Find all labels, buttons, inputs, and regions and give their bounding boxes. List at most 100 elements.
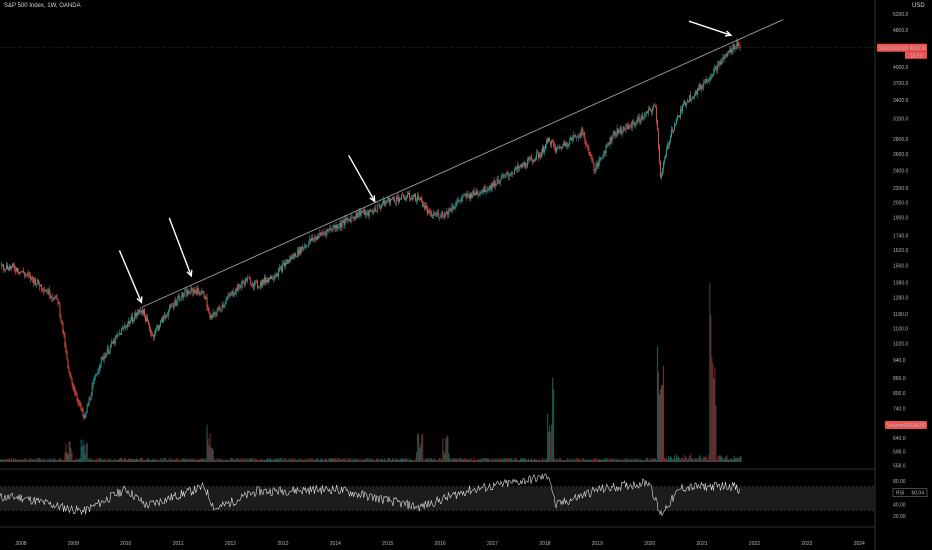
candle-body <box>714 66 716 70</box>
candle-body <box>233 294 235 296</box>
candle-body <box>504 174 506 176</box>
candle-body <box>88 398 90 405</box>
candle-body <box>722 57 724 62</box>
candle-body <box>447 210 449 215</box>
volume-bar <box>429 458 431 462</box>
volume-bar <box>665 457 667 462</box>
candle-body <box>670 136 671 142</box>
volume-bar <box>116 459 118 462</box>
candle-body <box>587 145 589 148</box>
volume-bar <box>388 457 390 462</box>
candle-body <box>350 217 352 222</box>
volume-bar <box>361 459 363 462</box>
candle-body <box>709 77 711 81</box>
candle-body <box>535 159 536 161</box>
volume-bar <box>65 443 67 462</box>
candle-body <box>509 175 511 176</box>
volume-bar <box>706 458 708 462</box>
volume-bar <box>76 458 78 462</box>
candle-body <box>427 208 429 214</box>
candle-body <box>631 120 633 129</box>
candle-body <box>627 125 629 129</box>
volume-bar <box>607 459 609 462</box>
volume-bar <box>22 459 24 462</box>
candle-body <box>581 128 583 136</box>
volume-bar <box>507 458 509 462</box>
candle-body <box>579 133 581 138</box>
volume-bar <box>164 458 166 462</box>
candle-body <box>692 96 694 100</box>
candle-body <box>689 95 691 102</box>
candle-body <box>437 212 439 214</box>
candle-body <box>290 257 292 260</box>
volume-bar <box>5 459 7 462</box>
candle-body <box>600 157 602 160</box>
candle-body <box>640 114 642 122</box>
candle-body <box>523 162 525 166</box>
volume-bar <box>229 458 231 462</box>
volume-bar <box>340 459 342 462</box>
candle-body <box>77 399 79 403</box>
candle-body <box>303 247 305 249</box>
candle-body <box>225 299 227 304</box>
volume-bar <box>154 458 156 462</box>
candle-body <box>431 212 433 217</box>
candle-body <box>481 190 483 192</box>
candle-body <box>164 315 166 317</box>
volume-bar <box>129 458 131 462</box>
volume-bar <box>207 438 209 462</box>
volume-bar <box>213 458 215 462</box>
volume-bar <box>539 459 541 462</box>
candle-body <box>174 300 176 307</box>
candle-body <box>558 147 560 148</box>
candle-body <box>407 194 408 198</box>
candle-body <box>43 289 45 292</box>
candle-body <box>152 334 154 336</box>
volume-bar <box>94 460 96 462</box>
volume-bar <box>365 459 367 462</box>
candle-body <box>338 226 340 228</box>
candle-body <box>432 215 434 217</box>
candle-body <box>277 274 278 277</box>
candle-body <box>726 54 728 56</box>
candle-body <box>453 207 455 209</box>
volume-bar <box>418 434 420 462</box>
x-tick-label: 2020 <box>644 541 655 547</box>
candle-body <box>107 348 109 354</box>
volume-bar <box>130 458 132 462</box>
volume-bar <box>682 458 684 462</box>
candle-body <box>546 140 548 145</box>
candle-body <box>145 315 146 322</box>
volume-bar <box>636 459 638 462</box>
volume-bar <box>90 457 92 462</box>
volume-bar <box>8 458 10 462</box>
volume-bar <box>203 460 205 462</box>
candle-body <box>706 79 708 82</box>
volume-bar <box>253 457 255 462</box>
candle-body <box>698 88 700 91</box>
candle-body <box>146 317 148 322</box>
volume-bar <box>215 459 217 462</box>
volume-bar <box>344 460 346 462</box>
candle-body <box>425 205 427 209</box>
candle-body <box>601 157 603 159</box>
volume-bar <box>616 459 618 462</box>
volume-bar <box>510 458 512 462</box>
candle-body <box>462 195 464 198</box>
volume-bar <box>655 460 657 462</box>
candle-body <box>253 281 255 287</box>
volume-bar <box>278 458 280 462</box>
volume-bar <box>411 459 413 462</box>
volume-bar <box>82 440 84 462</box>
volume-bar <box>570 459 572 462</box>
volume-bar <box>316 458 318 462</box>
volume-bar <box>376 457 378 462</box>
candle-body <box>318 235 320 239</box>
volume-bar <box>471 460 473 462</box>
volume-bar <box>171 458 173 462</box>
candle-body <box>508 175 510 177</box>
volume-bar <box>259 459 261 462</box>
candle-body <box>376 205 378 212</box>
candle-body <box>605 144 607 154</box>
